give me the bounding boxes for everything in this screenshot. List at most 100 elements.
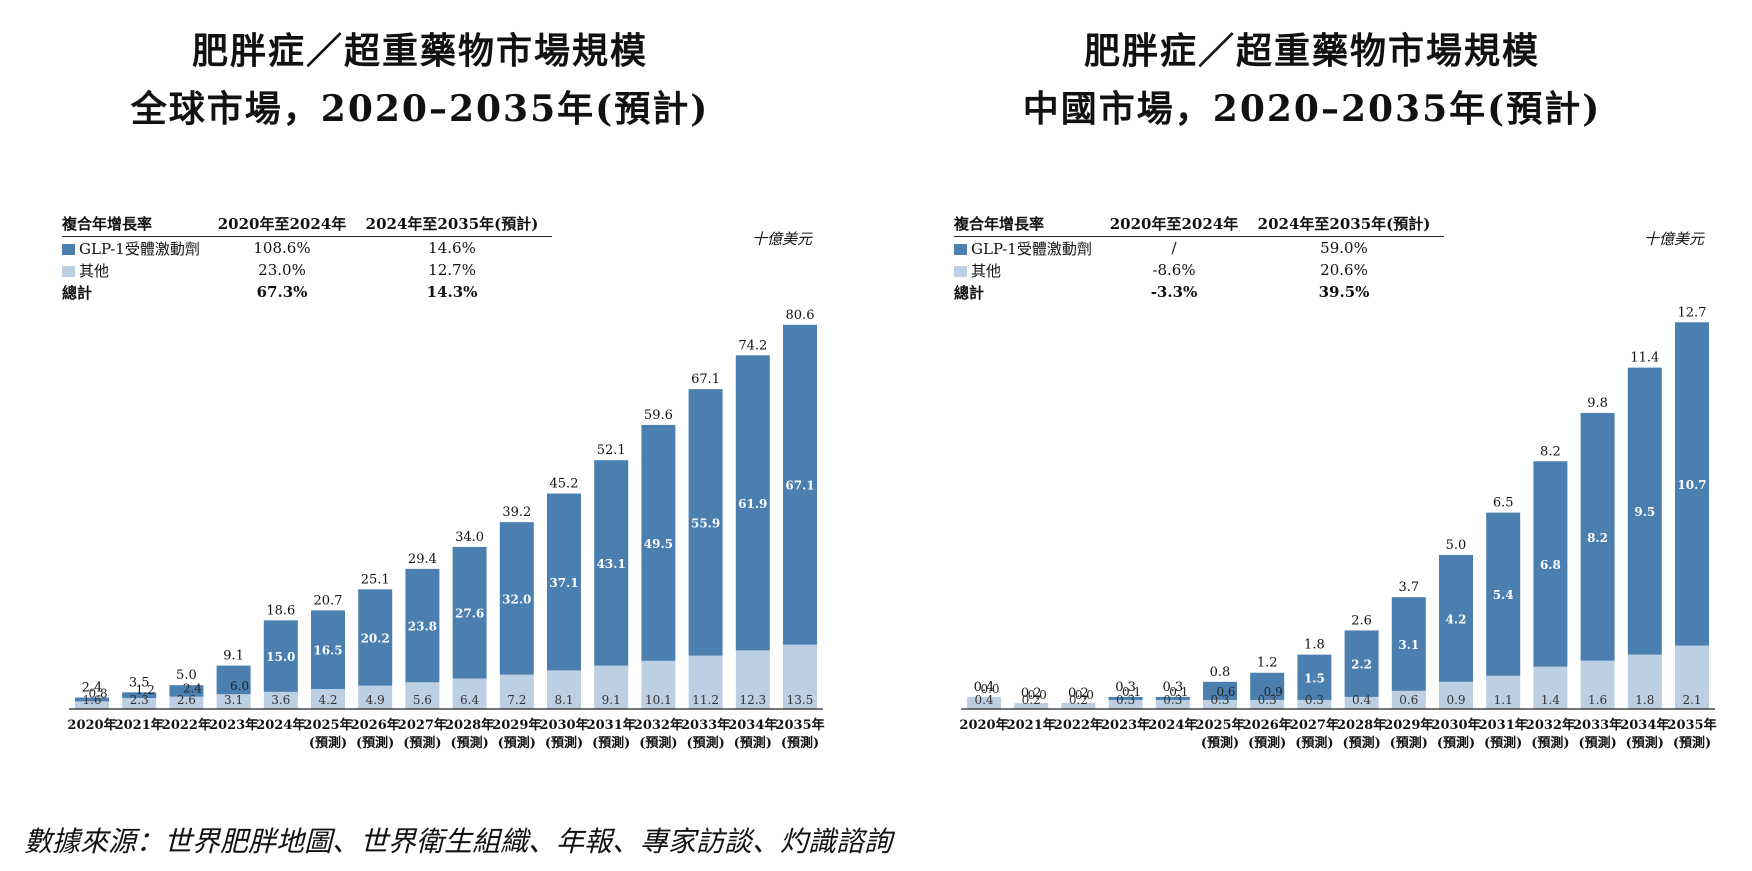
x-tick-label: 2029年	[492, 717, 541, 733]
bar-other	[783, 644, 817, 709]
data-label-glp1: 1.2	[136, 683, 155, 697]
x-tick-forecast: (預測)	[1437, 735, 1475, 751]
x-tick-forecast: (預測)	[639, 735, 677, 751]
x-tick-label: 2027年	[398, 717, 447, 733]
bar-glp1	[1391, 597, 1426, 691]
x-tick-label: 2024年	[256, 717, 305, 733]
cagr-value: -3.3%	[1150, 283, 1198, 301]
china-market-panel: 肥胖症／超重藥物市場規模 中國市場，2020–2035年(預計) 複合年增長率 …	[892, 0, 1752, 800]
data-label-glp1: 4.2	[1446, 612, 1467, 626]
data-label-other: 4.2	[318, 693, 337, 707]
cagr-row-label: GLP-1受體激動劑	[62, 237, 212, 260]
x-tick-label: 2026年	[1243, 717, 1292, 733]
x-tick-forecast: (預測)	[1673, 735, 1711, 751]
bar-other	[688, 655, 723, 709]
data-label-other: 0.9	[1446, 693, 1465, 707]
bar-other	[1439, 681, 1473, 709]
x-tick-forecast: (預測)	[1295, 735, 1333, 751]
cagr-row-label: 總計	[954, 283, 985, 302]
bar-glp1	[1155, 696, 1190, 700]
cagr-header: 2024年至2035年(預計)	[352, 212, 552, 237]
x-tick-label: 2029年	[1384, 717, 1433, 733]
data-label-other: 0.3	[1258, 693, 1277, 707]
data-label-other: 7.2	[507, 693, 526, 707]
data-label-other: 0.3	[1116, 693, 1135, 707]
legend-other: 其他	[79, 261, 110, 280]
data-label-glp1: 55.9	[691, 516, 720, 530]
bar-other	[358, 685, 393, 709]
data-label-total: 39.2	[502, 505, 531, 520]
bar-glp1	[1108, 696, 1143, 700]
data-label-glp1: 15.0	[266, 650, 295, 664]
x-tick-forecast: (預測)	[450, 735, 488, 751]
data-label-glp1: 1.5	[1304, 671, 1325, 685]
data-label-total: 0.3	[1162, 680, 1183, 695]
x-tick-forecast: (預測)	[686, 735, 724, 751]
x-tick-label: 2035年	[775, 717, 824, 733]
data-label-total: 1.2	[1257, 656, 1278, 671]
data-label-glp1: 0.6	[1216, 685, 1235, 699]
x-tick-label: 2030年	[539, 717, 588, 733]
bar-other	[594, 665, 629, 709]
data-label-other: 5.6	[413, 693, 432, 707]
data-label-total: 59.6	[644, 408, 673, 423]
x-tick-forecast: (預測)	[781, 735, 819, 751]
x-tick-forecast: (預測)	[1531, 735, 1569, 751]
bar-glp1	[783, 324, 817, 645]
data-label-other: 2.6	[177, 693, 196, 707]
data-label-other: 2.3	[130, 693, 149, 707]
bar-other	[1580, 660, 1615, 709]
bar-other	[1250, 699, 1285, 709]
data-label-other: 3.6	[271, 693, 290, 707]
bar-other	[967, 696, 1001, 709]
data-label-total: 29.4	[408, 552, 437, 567]
data-label-other: 3.1	[224, 693, 243, 707]
other-swatch	[62, 265, 75, 277]
x-tick-label: 2033年	[1573, 717, 1622, 733]
x-tick-label: 2021年	[1007, 717, 1056, 733]
cagr-row-label: 總計	[62, 283, 93, 302]
x-tick-label: 2022年	[1054, 717, 1103, 733]
data-label-total: 67.1	[691, 372, 720, 387]
x-tick-forecast: (預測)	[1201, 735, 1239, 751]
bar-glp1	[169, 685, 204, 697]
legend-glp1: GLP-1受體激動劑	[971, 239, 1092, 258]
data-label-glp1: 27.6	[455, 607, 484, 621]
cagr-header: 2020年至2024年	[212, 212, 352, 237]
bar-glp1	[547, 493, 581, 671]
unit-label: 十億美元	[751, 230, 812, 248]
data-label-total: 2.6	[1351, 613, 1372, 628]
bar-glp1	[641, 424, 676, 661]
data-label-glp1: 49.5	[644, 537, 673, 551]
cagr-row-label: 其他	[954, 259, 1104, 281]
source-note: 數據來源：世界肥胖地圖、世界衛生組織、年報、專家訪談、灼識諮詢	[24, 825, 893, 858]
x-tick-label: 2023年	[209, 717, 258, 733]
cagr-row-label: GLP-1受體激動劑	[954, 237, 1104, 260]
legend-glp1: GLP-1受體激動劑	[79, 239, 200, 258]
data-label-total: 25.1	[361, 572, 390, 587]
chart-subtitle: 全球市場，2020–2035年(預計)	[130, 88, 710, 130]
bar-glp1	[216, 665, 251, 695]
data-label-other: 0.6	[1399, 693, 1418, 707]
x-tick-label: 2033年	[681, 717, 730, 733]
cagr-value: 20.6%	[1320, 261, 1368, 279]
bar-other	[169, 696, 204, 709]
bar-other	[1061, 702, 1096, 709]
data-label-other: 8.1	[554, 693, 573, 707]
data-label-total: 18.6	[266, 603, 295, 618]
x-tick-forecast: (預測)	[403, 735, 441, 751]
bar-other	[122, 698, 157, 709]
data-label-total: 0.2	[1068, 686, 1089, 701]
cagr-value: 12.7%	[428, 261, 476, 279]
data-label-total: 0.4	[974, 680, 995, 695]
data-label-total: 0.2	[1021, 686, 1042, 701]
x-tick-label: 2025年	[303, 717, 352, 733]
bar-other	[641, 660, 676, 709]
x-tick-label: 2021年	[115, 717, 164, 733]
bar-glp1	[688, 389, 723, 656]
data-label-glp1: 61.9	[738, 497, 767, 511]
x-tick-label: 2025年	[1195, 717, 1244, 733]
bar-glp1	[1580, 412, 1615, 661]
bar-glp1	[405, 568, 440, 683]
data-label-glp1: 9.5	[1634, 505, 1655, 519]
